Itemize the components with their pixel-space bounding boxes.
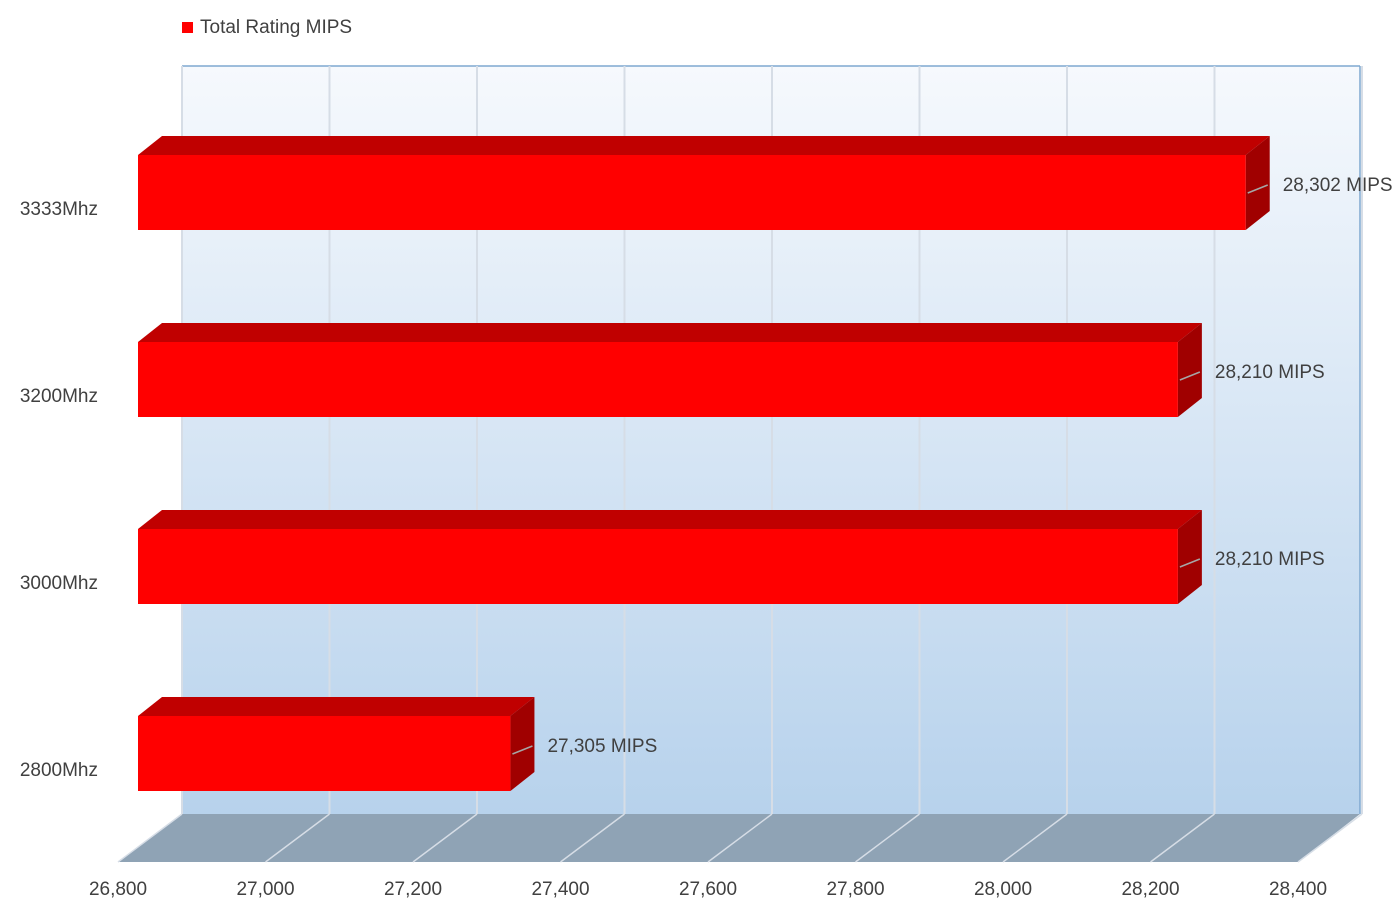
y-tick-label: 3333Mhz [20,199,98,220]
value-label: 28,302 MIPS [1283,175,1393,196]
floor-grid-line [855,813,920,863]
floor-grid-line [560,813,625,863]
bar-side [510,697,535,791]
floor-grid-line [1002,813,1068,863]
bars: 28,302 MIPS 28,210 MIPS 28,210 MIPS 27,305 … [138,136,1393,791]
bar [138,529,1178,604]
bar-top [138,136,1270,155]
bar-top [138,510,1202,529]
bar [138,716,511,791]
value-label: 28,210 MIPS [1215,549,1325,570]
y-tick-label: 3000Mhz [20,573,98,594]
legend-swatch [182,22,193,33]
x-tick-label: 28,200 [1121,879,1179,900]
floor-grid-line [265,813,330,863]
bar-side [1177,323,1202,417]
bar-top [138,323,1202,342]
x-tick-label: 27,000 [236,879,294,900]
value-label: 28,210 MIPS [1215,362,1325,383]
y-tick-label: 2800Mhz [20,760,98,781]
bar [138,342,1178,417]
x-tick-label: 27,600 [679,879,737,900]
bar [138,155,1246,230]
x-tick-label: 28,000 [974,879,1032,900]
floor-grid-line [707,813,773,863]
legend-label: Total Rating MIPS [200,17,352,38]
y-tick-label: 3200Mhz [20,386,98,407]
leader-line [1179,371,1201,381]
leader-line [1179,558,1201,568]
leader-line [512,745,533,755]
x-tick-label: 27,400 [531,879,589,900]
value-label: 27,305 MIPS [547,736,657,757]
x-tick-label: 27,200 [384,879,442,900]
bar-side [1177,510,1202,604]
bar-side [1245,136,1270,230]
bar-top [138,697,535,716]
floor-grid-line [412,813,478,863]
x-tick-label: 28,400 [1269,879,1327,900]
floor-grid-line [1297,813,1363,863]
floor-grid-line [117,813,183,863]
x-tick-label: 26,800 [89,879,147,900]
x-tick-label: 27,800 [826,879,884,900]
floor-grid-line [1150,813,1215,863]
leader-line [1247,184,1269,194]
